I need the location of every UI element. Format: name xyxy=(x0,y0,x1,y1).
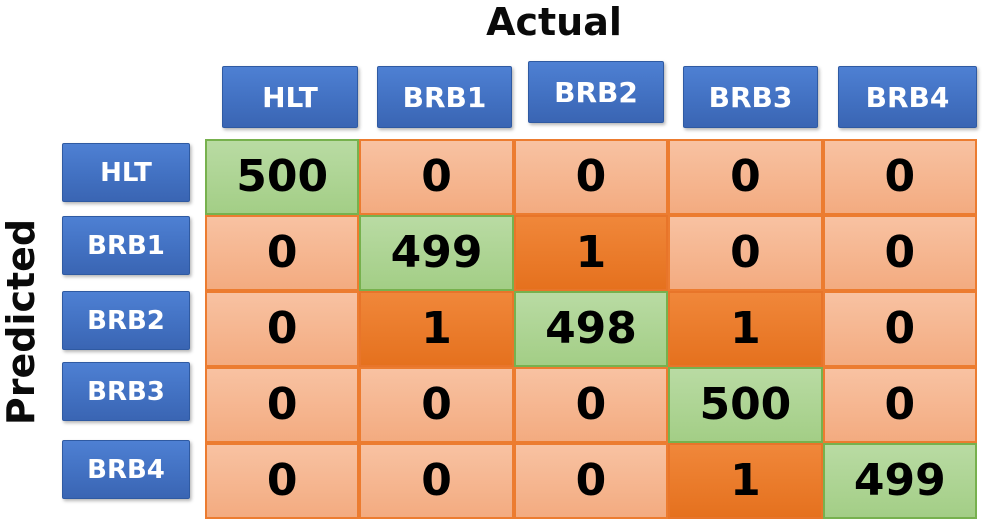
matrix-cell-BRB1-BRB4: 0 xyxy=(822,215,977,291)
y-axis-title: Predicted xyxy=(0,218,43,426)
matrix-cell-HLT-BRB4: 0 xyxy=(822,139,977,215)
column-header-brb2: BRB2 xyxy=(528,61,664,123)
matrix-cell-BRB1-BRB3: 0 xyxy=(668,215,823,291)
matrix-cell-BRB4-BRB2: 0 xyxy=(513,443,669,519)
matrix-cell-HLT-BRB2: 0 xyxy=(513,139,669,215)
x-axis-title: Actual xyxy=(486,0,622,44)
matrix-cell-HLT-HLT: 500 xyxy=(205,139,360,215)
matrix-cell-BRB4-BRB4: 499 xyxy=(822,443,977,519)
matrix-cell-BRB1-HLT: 0 xyxy=(205,215,360,291)
column-header-hlt: HLT xyxy=(222,66,358,128)
matrix-grid: 500 0 0 0 0 0 499 1 0 0 0 1 498 1 0 0 0 0 500 0 0 0 0 1 499 xyxy=(205,139,977,519)
matrix-cell-BRB1-BRB2: 1 xyxy=(513,215,669,291)
matrix-cell-BRB3-HLT: 0 xyxy=(205,367,360,443)
matrix-cell-BRB3-BRB1: 0 xyxy=(359,367,514,443)
matrix-cell-HLT-BRB1: 0 xyxy=(359,139,514,215)
row-header-brb2: BRB2 xyxy=(62,291,190,350)
matrix-cell-BRB2-BRB4: 0 xyxy=(822,291,977,367)
matrix-cell-BRB1-BRB1: 499 xyxy=(359,215,514,291)
column-header-brb1: BRB1 xyxy=(377,66,512,128)
row-header-brb1: BRB1 xyxy=(62,216,190,275)
matrix-cell-BRB3-BRB4: 0 xyxy=(822,367,977,443)
column-header-brb4: BRB4 xyxy=(838,66,977,128)
row-header-hlt: HLT xyxy=(62,143,190,202)
matrix-cell-HLT-BRB3: 0 xyxy=(668,139,823,215)
matrix-cell-BRB3-BRB2: 0 xyxy=(513,367,669,443)
matrix-cell-BRB4-BRB1: 0 xyxy=(359,443,514,519)
matrix-cell-BRB3-BRB3: 500 xyxy=(668,367,823,443)
row-header-brb4: BRB4 xyxy=(62,440,190,499)
matrix-cell-BRB2-BRB3: 1 xyxy=(668,291,823,367)
matrix-cell-BRB2-HLT: 0 xyxy=(205,291,360,367)
matrix-cell-BRB4-BRB3: 1 xyxy=(668,443,823,519)
matrix-cell-BRB4-HLT: 0 xyxy=(205,443,360,519)
column-header-brb3: BRB3 xyxy=(683,66,818,128)
row-header-brb3: BRB3 xyxy=(62,362,190,421)
matrix-cell-BRB2-BRB1: 1 xyxy=(359,291,514,367)
matrix-cell-BRB2-BRB2: 498 xyxy=(513,291,669,367)
